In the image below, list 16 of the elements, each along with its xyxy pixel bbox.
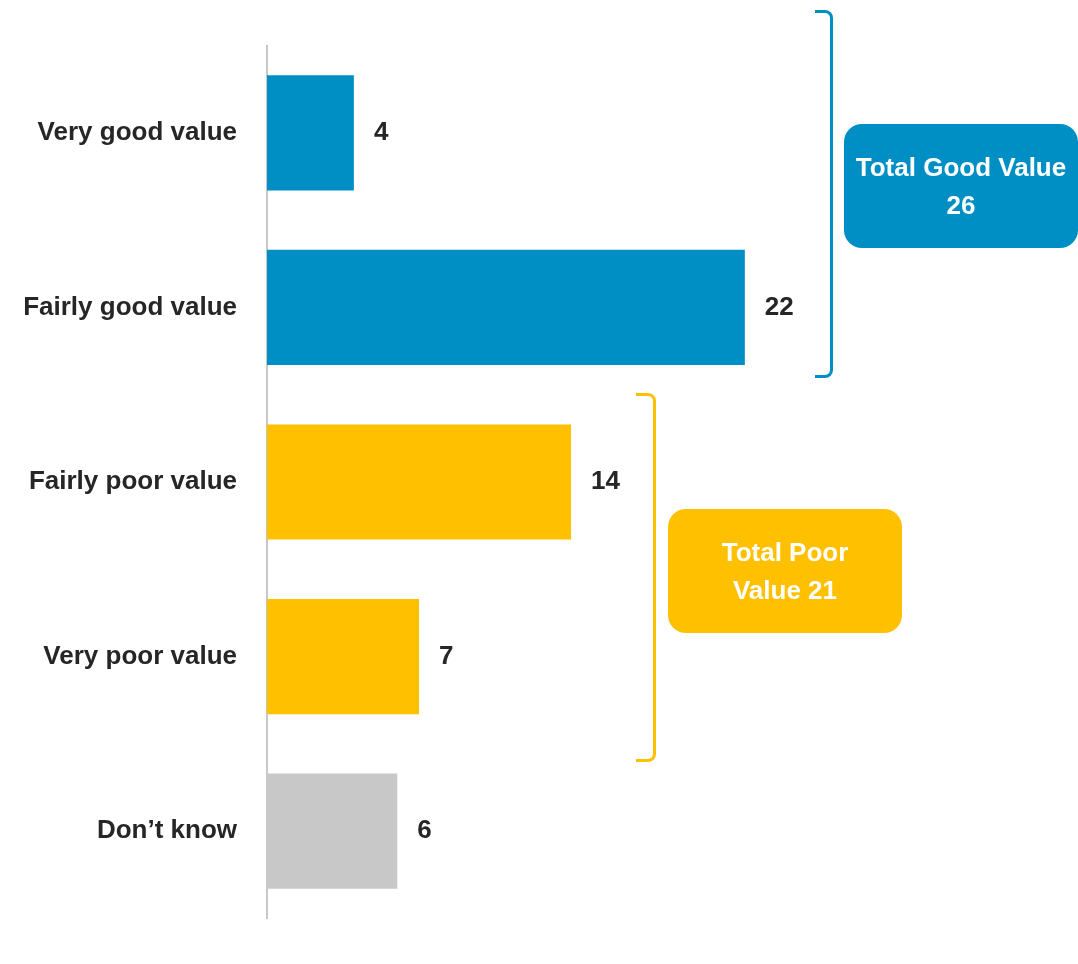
data-label: 6 (417, 814, 432, 845)
data-label: 4 (373, 116, 389, 147)
data-label: 22 (764, 290, 794, 321)
data-label: 7 (439, 639, 454, 670)
y-tick-label: Fairly poor value (28, 465, 237, 496)
callout-box: Total Poor Value 21 (668, 509, 902, 633)
callout-box: Total Good Value 26 (844, 124, 1078, 248)
bar (267, 598, 420, 715)
y-tick-label: Very poor value (43, 639, 237, 670)
bar (267, 75, 354, 191)
bar (267, 249, 745, 366)
y-tick-label: Very good value (37, 116, 237, 147)
bar (267, 424, 572, 540)
y-tick-label: Fairly good value (23, 290, 237, 321)
data-label: 14 (591, 465, 621, 496)
y-tick-label: Don’t know (96, 814, 238, 845)
